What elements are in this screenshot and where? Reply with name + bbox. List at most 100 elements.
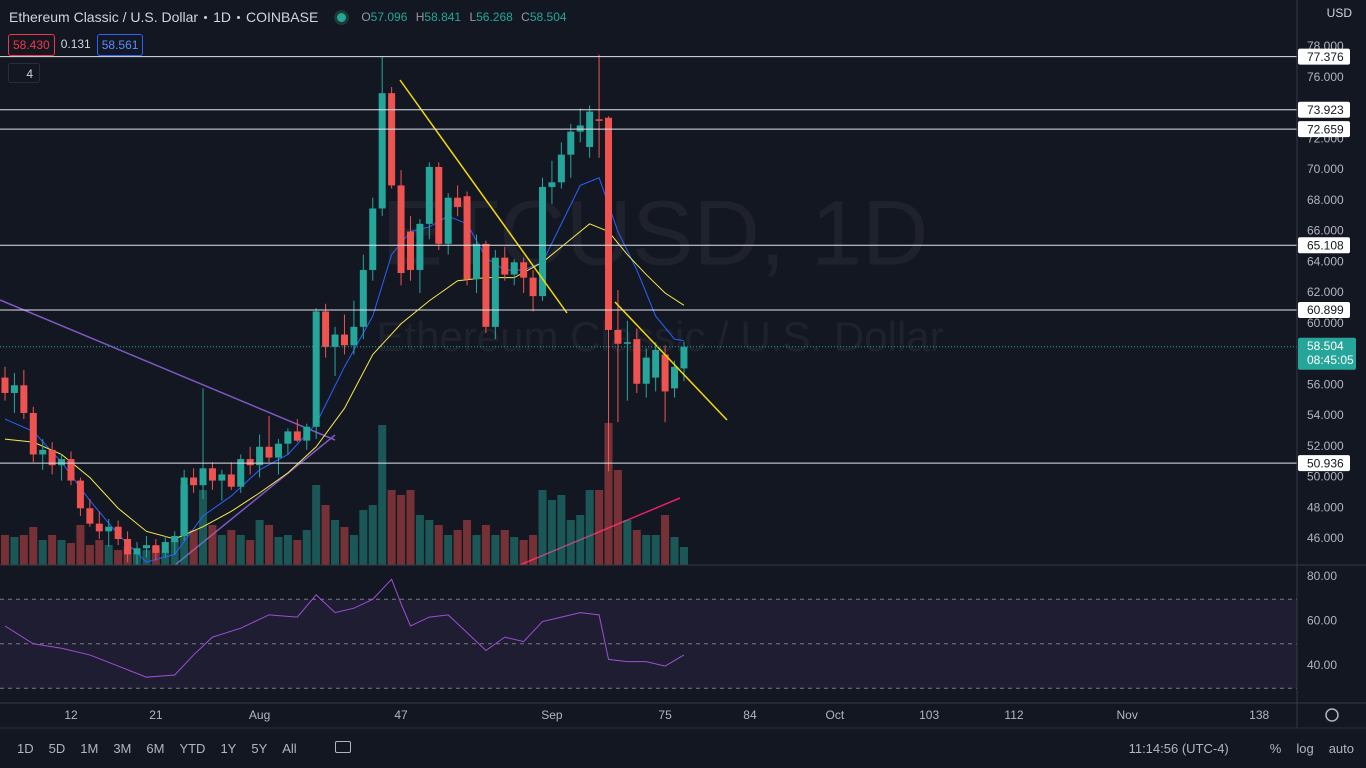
volume-bar [510,537,519,565]
range-button[interactable]: 1M [80,741,99,756]
volume-bar [444,535,453,565]
volume-bar [340,527,349,565]
trendline [614,301,728,421]
candle-body [105,526,113,532]
exchange: COINBASE [245,9,319,25]
volume-bar [85,545,94,565]
ohlc-key: C [521,10,530,24]
volume-bar [679,547,688,565]
candle-body [284,431,292,444]
candle-body [124,539,132,555]
watermark-symbol: ETCUSD, 1D [382,182,929,284]
volume-bar [10,537,19,565]
legend: Ethereum Classic / U.S. Dollar 1D COINBA… [9,8,572,26]
candle-body [510,262,518,275]
ohlc-value: 58.841 [424,10,462,24]
candle-body [369,208,377,270]
price-label-box [1298,337,1356,370]
volume-bar [142,550,151,565]
scale-options: % log auto [1255,741,1354,756]
volume-bar [293,540,302,565]
candle-body [1,377,9,393]
bid[interactable]: 58.430 [8,34,55,56]
candle-body [246,459,254,466]
volume-bar [642,535,651,565]
range-button[interactable]: 5D [48,741,66,756]
clock: 11:14:56 (UTC-4) [1128,741,1229,756]
volume-bar [57,540,66,565]
volume-bar [566,520,575,565]
candle-body [425,166,433,224]
watermark-name: Ethereum Classic / U.S. Dollar [376,313,943,360]
volume-bar [359,510,368,565]
settings-icon[interactable] [1325,708,1339,722]
candle-body [444,197,452,244]
y-tick-label: 62.000 [1307,285,1344,299]
candle-body [454,197,462,207]
moving-average [4,223,685,540]
x-tick-label: 75 [658,708,672,722]
volume-bar [29,527,38,565]
volume-bar [302,530,311,565]
scale-option[interactable]: log [1296,741,1314,756]
quote: 58.430 0.131 58.561 [8,34,144,56]
ask[interactable]: 58.561 [96,34,144,56]
scale-option[interactable]: % [1269,741,1282,756]
x-tick-label: Aug [249,708,270,722]
volume-bar [161,551,170,565]
trendline [399,79,568,314]
price-label: 58.504 [1307,339,1344,353]
volume-bar [274,537,283,565]
range-button[interactable]: 1Y [220,741,237,756]
indicator-toggle[interactable]: 4 [8,63,40,83]
candle-body [274,443,282,458]
candle-body [397,185,405,274]
candle-body [86,508,94,524]
rsi-tick-label: 80.00 [1307,569,1337,583]
volume-bar [95,540,104,565]
volume-bar [0,535,9,565]
candle-body [614,329,622,344]
volume-bar [236,535,245,565]
range-button[interactable]: 5Y [251,741,268,756]
y-tick-label: 54.000 [1307,408,1344,422]
candle-body [331,334,339,347]
ohlc-key: O [361,10,371,24]
volume-bar [48,535,57,565]
level-label-box [1298,237,1350,254]
trendline [0,299,336,441]
volume-bar [104,545,113,565]
range-button[interactable]: All [282,741,297,756]
price-pane [0,54,688,565]
volume-bar [368,505,377,565]
volume-bar [283,535,292,565]
candle-body [416,223,424,270]
candle-body [491,257,499,327]
candle-body [671,366,679,389]
ohlc-value: 58.504 [529,10,567,24]
currency[interactable]: USD [1326,6,1352,20]
level-label: 50.936 [1307,456,1344,470]
volume-bar [481,525,490,565]
candle-body [359,269,367,327]
y-tick-label: 46.000 [1307,531,1344,545]
volume-bar [66,543,75,565]
volume-bar [349,535,358,565]
level-label-box [1298,301,1350,318]
x-tick-label: Nov [1116,708,1137,722]
level-label: 60.899 [1307,303,1344,317]
compare-icon[interactable] [334,741,351,753]
range-button[interactable]: YTD [179,741,206,756]
range-button[interactable]: 6M [146,741,165,756]
status-icon[interactable] [334,9,350,25]
candle-body [114,526,122,540]
y-tick-label: 66.000 [1307,224,1344,238]
y-tick-label: 76.000 [1307,70,1344,84]
range-button[interactable]: 1D [17,741,34,756]
ohlc-key: H [415,10,425,24]
candle-body [567,131,575,155]
volume-bar [519,540,528,565]
range-button[interactable]: 3M [113,741,132,756]
scale-option[interactable]: auto [1328,741,1354,756]
